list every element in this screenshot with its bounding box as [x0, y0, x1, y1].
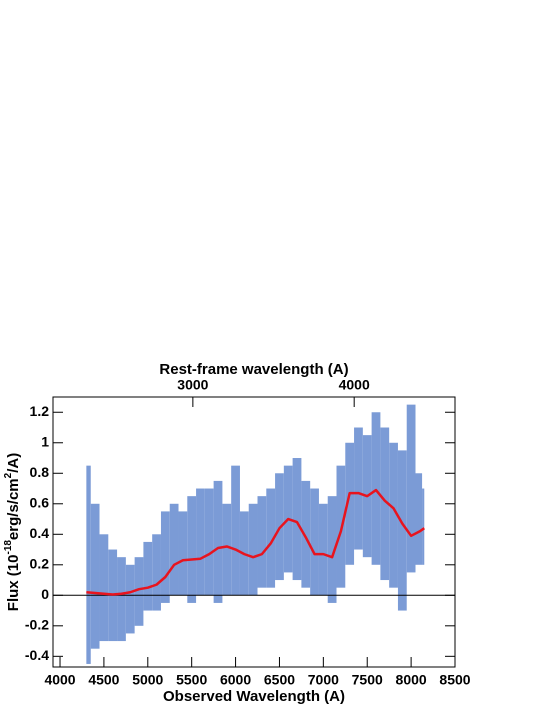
y-label-part: /A) — [5, 453, 22, 473]
flux-band — [99, 534, 109, 642]
flux-band — [178, 511, 188, 596]
flux-band — [422, 488, 425, 565]
flux-band — [86, 465, 91, 664]
flux-band — [204, 488, 214, 596]
x2-tick-label: 4000 — [339, 377, 370, 393]
flux-band — [90, 503, 100, 649]
y-tick-label: 0.6 — [30, 494, 50, 510]
y-label-part: 2 — [3, 472, 14, 478]
flux-band — [380, 427, 390, 581]
flux-band — [292, 458, 302, 581]
flux-band — [125, 564, 135, 634]
y-tick-label: 0 — [41, 586, 49, 602]
y-tick-label: 1 — [41, 433, 49, 449]
flux-band — [169, 503, 179, 596]
x-tick-label: 4000 — [44, 672, 75, 688]
y-tick-label: -0.2 — [25, 617, 49, 633]
flux-band — [231, 465, 240, 596]
y-axis-title: Flux (10-18erg/s/cm2/A) — [3, 453, 22, 611]
flux-band — [152, 534, 161, 611]
flux-band — [415, 473, 423, 565]
flux-band — [187, 496, 197, 603]
top-axis-title: Rest-frame wavelength (A) — [159, 361, 348, 378]
x-tick-label: 7000 — [308, 672, 339, 688]
y-tick-label: 0.2 — [30, 555, 50, 571]
smooth-line — [86, 488, 425, 596]
flux-band — [310, 488, 319, 596]
y-tick-label: -0.4 — [25, 647, 49, 663]
x-tick-label: 4500 — [88, 672, 119, 688]
y-tick-label: 0.8 — [30, 464, 50, 480]
flux-band — [143, 541, 153, 611]
flux-band — [160, 511, 170, 603]
x-tick-label: 6000 — [220, 672, 251, 688]
flux-band — [345, 442, 355, 565]
x2-tick-label: 3000 — [177, 377, 208, 393]
flux-band — [389, 442, 398, 588]
x-tick-label: 7500 — [352, 672, 383, 688]
x-tick-label: 8500 — [439, 672, 470, 688]
x-tick-label: 6500 — [264, 672, 295, 688]
flux-band — [406, 404, 416, 573]
flux-band — [134, 557, 144, 626]
y-label-part: -18 — [3, 540, 14, 555]
flux-band — [266, 488, 276, 588]
flux-band — [327, 496, 337, 603]
flux-band — [222, 503, 232, 596]
flux-band — [354, 427, 363, 550]
flux-band — [257, 496, 267, 588]
flux-band — [213, 480, 223, 603]
flux-band — [397, 450, 407, 611]
flux-band — [318, 503, 328, 596]
flux-band — [371, 412, 381, 565]
x-tick-label: 5000 — [132, 672, 163, 688]
flux-band — [196, 488, 205, 596]
x-tick-label: 5500 — [176, 672, 207, 688]
y-label-part: erg/s/cm — [5, 478, 22, 540]
flux-band — [248, 503, 258, 596]
y-label-part: Flux (10 — [5, 555, 22, 612]
x-axis-title: Observed Wavelength (A) — [163, 688, 345, 705]
plot-frame — [52, 396, 456, 668]
y-tick-label: 0.4 — [30, 525, 50, 541]
flux-band — [301, 480, 311, 588]
y-tick-label: 1.2 — [30, 403, 50, 419]
flux-band — [117, 557, 126, 642]
x-tick-label: 8000 — [396, 672, 427, 688]
